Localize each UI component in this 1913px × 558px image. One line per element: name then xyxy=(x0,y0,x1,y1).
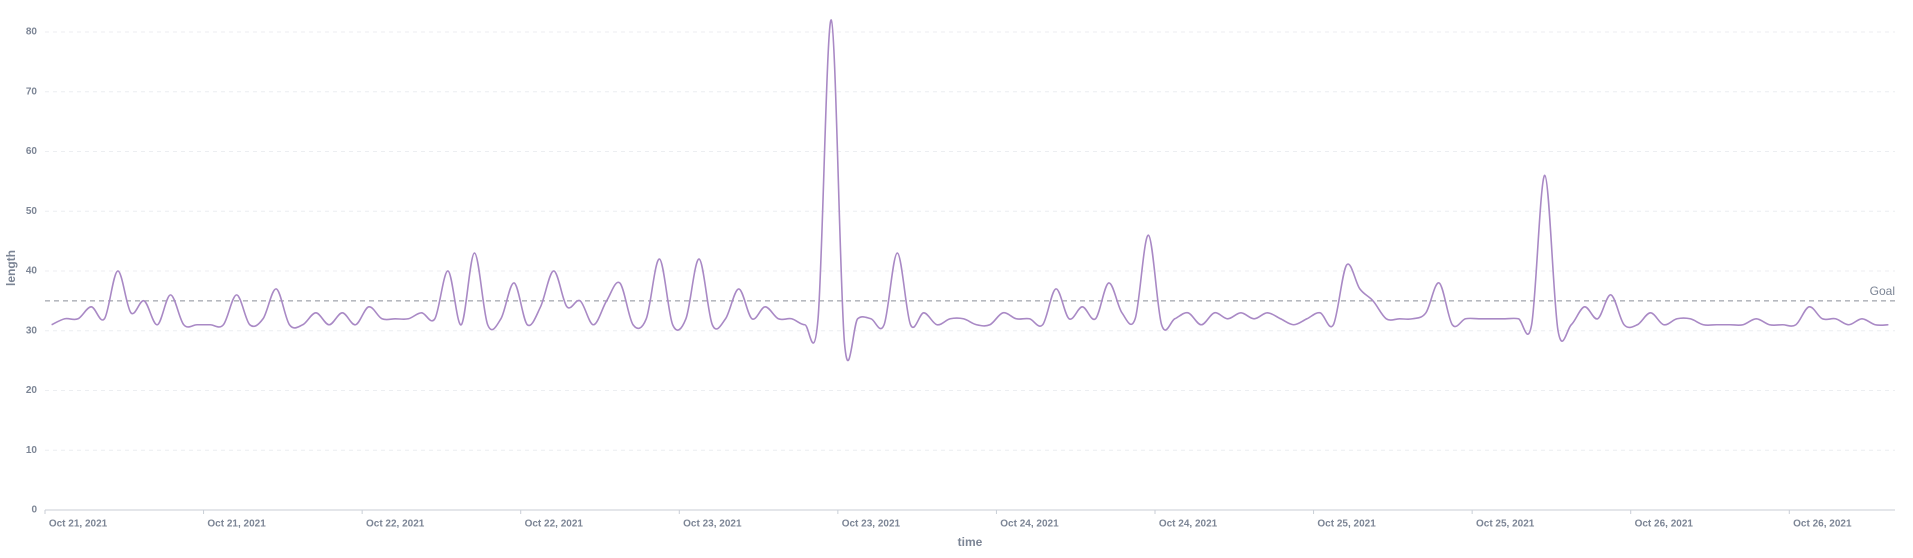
y-axis-label: length xyxy=(4,250,18,286)
x-axis-label: time xyxy=(958,535,983,549)
x-tick-label: Oct 22, 2021 xyxy=(525,519,584,530)
x-tick-label: Oct 23, 2021 xyxy=(683,519,742,530)
y-tick-label: 10 xyxy=(26,445,38,456)
x-tick-label: Oct 22, 2021 xyxy=(366,519,425,530)
x-tick-label: Oct 24, 2021 xyxy=(1159,519,1218,530)
x-tick-label: Oct 25, 2021 xyxy=(1317,519,1376,530)
x-tick-label: Oct 23, 2021 xyxy=(842,519,901,530)
x-tick-label: Oct 26, 2021 xyxy=(1635,519,1694,530)
x-tick-label: Oct 24, 2021 xyxy=(1000,519,1059,530)
x-tick-label: Oct 26, 2021 xyxy=(1793,519,1852,530)
y-tick-label: 80 xyxy=(26,27,38,38)
y-tick-label: 30 xyxy=(26,325,38,336)
y-tick-label: 50 xyxy=(26,206,38,217)
x-tick-label: Oct 21, 2021 xyxy=(207,519,266,530)
y-tick-label: 20 xyxy=(26,385,38,396)
x-tick-label: Oct 25, 2021 xyxy=(1476,519,1535,530)
x-tick-label: Oct 21, 2021 xyxy=(49,519,108,530)
goal-label: Goal xyxy=(1870,284,1895,298)
y-tick-label: 0 xyxy=(31,505,37,516)
series-line xyxy=(51,19,1889,362)
y-tick-label: 60 xyxy=(26,146,38,157)
y-tick-label: 70 xyxy=(26,86,38,97)
y-tick-label: 40 xyxy=(26,266,38,277)
